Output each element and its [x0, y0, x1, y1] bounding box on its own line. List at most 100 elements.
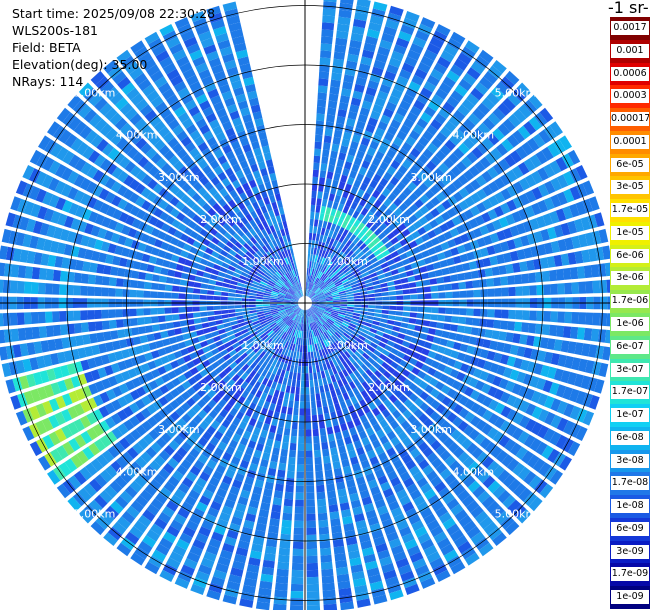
radar-gate-cell: [369, 272, 378, 278]
radar-gate-cell: [245, 384, 253, 393]
radar-gate-cell: [368, 297, 376, 301]
radar-gate-cell: [424, 357, 434, 366]
colorbar-tick-label: 1.7e-05: [611, 203, 649, 218]
radar-gate-cell: [454, 84, 468, 97]
radar-gate-cell: [534, 479, 548, 494]
radar-gate-cell: [525, 190, 537, 203]
radar-gate-cell: [317, 294, 325, 298]
radar-gate-cell: [361, 271, 370, 278]
radar-gate-cell: [86, 412, 98, 425]
radar-gate-cell: [458, 187, 470, 199]
radar-gate-cell: [186, 408, 197, 419]
radar-gate-cell: [403, 378, 413, 388]
radar-gate-cell: [99, 158, 112, 171]
radar-gate-cell: [354, 83, 365, 93]
radar-gate-cell: [444, 315, 453, 323]
radar-gate-cell: [286, 327, 292, 334]
radar-gate-cell: [314, 336, 319, 344]
radar-gate-cell: [316, 310, 323, 316]
radar-gate-cell: [531, 390, 542, 404]
radar-gate-cell: [495, 450, 509, 463]
radar-gate-cell: [92, 423, 105, 437]
radar-gate-cell: [117, 360, 127, 371]
radar-gate-cell: [68, 116, 82, 131]
radar-gate-cell: [260, 458, 269, 468]
radar-gate-cell: [440, 355, 450, 365]
radar-gate-cell: [531, 186, 543, 200]
radar-gate-cell: [422, 148, 434, 160]
radar-gate-cell: [175, 189, 186, 200]
radar-gate-cell: [188, 176, 198, 187]
radar-gate-cell: [517, 82, 532, 97]
radar-gate-cell: [166, 94, 179, 106]
radar-gate-cell: [365, 35, 378, 46]
radar-gate-cell: [569, 388, 580, 403]
radar-gate-cell: [274, 272, 281, 279]
radar-gate-cell: [61, 167, 73, 181]
radar-gate-cell: [321, 199, 328, 207]
radar-gate-cell: [349, 252, 357, 260]
radar-gate-cell: [449, 227, 460, 238]
radar-gate-cell: [331, 179, 339, 188]
radar-gate-cell: [1, 362, 12, 378]
radar-gate-cell: [414, 68, 428, 80]
radar-gate-cell: [234, 268, 243, 275]
radar-gate-cell: [308, 330, 311, 338]
radar-gate-cell: [435, 203, 446, 214]
radar-gate-cell: [398, 404, 408, 414]
radar-gate-cell: [575, 426, 588, 441]
radar-gate-cell: [430, 196, 441, 207]
radar-gate-cell: [139, 470, 152, 483]
radar-gate-cell: [374, 150, 385, 161]
radar-gate-cell: [262, 304, 270, 307]
colorbar-tick-label: 1e-06: [611, 317, 649, 331]
radar-gate-cell: [460, 233, 470, 243]
radar-gate-cell: [555, 434, 568, 450]
radar-gate-cell: [132, 336, 142, 346]
radar-gate-cell: [142, 84, 156, 97]
radar-gate-cell: [472, 127, 486, 140]
radar-gate-cell: [216, 77, 229, 88]
radar-gate-cell: [300, 394, 305, 402]
radar-gate-cell: [238, 261, 246, 268]
radar-gate-cell: [493, 352, 503, 363]
radar-gate-cell: [294, 400, 299, 409]
radar-gate-cell: [282, 363, 288, 371]
radar-gate-cell: [314, 456, 322, 465]
radar-gate-cell: [135, 424, 147, 437]
radar-gate-cell: [262, 245, 269, 253]
radar-gate-cell: [279, 259, 285, 267]
radar-gate-cell: [107, 147, 120, 161]
radar-gate-cell: [439, 144, 452, 156]
radar-gate-cell: [284, 392, 290, 400]
radar-gate-cell: [341, 138, 350, 148]
radar-gate-cell: [342, 392, 350, 401]
radar-gate-cell: [285, 265, 290, 272]
radar-gate-cell: [372, 103, 384, 114]
radar-gate-cell: [280, 323, 287, 330]
radar-gate-cell: [291, 562, 304, 571]
radar-gate-cell: [263, 310, 271, 314]
radar-gate-cell: [361, 160, 371, 170]
radar-gate-cell: [477, 102, 491, 116]
radar-gate-cell: [346, 348, 354, 356]
radar-gate-cell: [333, 546, 346, 555]
radar-gate-cell: [329, 238, 335, 246]
radar-gate-cell: [547, 448, 560, 463]
radar-gate-cell: [313, 435, 320, 444]
radar-gate-cell: [342, 320, 350, 325]
radar-gate-cell: [528, 475, 542, 490]
radar-gate-cell: [115, 278, 124, 287]
radar-gate-cell: [291, 428, 298, 437]
radar-gate-cell: [555, 384, 567, 398]
radar-gate-cell: [135, 183, 146, 195]
radar-gate-cell: [506, 409, 518, 422]
radar-gate-cell: [191, 337, 200, 345]
radar-gate-cell: [437, 56, 451, 69]
radar-gate-cell: [213, 26, 227, 37]
radar-gate-cell: [335, 365, 342, 373]
radar-gate-cell: [94, 286, 102, 297]
radar-gate-cell: [275, 404, 282, 413]
radar-gate-cell: [458, 407, 470, 419]
radar-gate-cell: [325, 304, 333, 307]
